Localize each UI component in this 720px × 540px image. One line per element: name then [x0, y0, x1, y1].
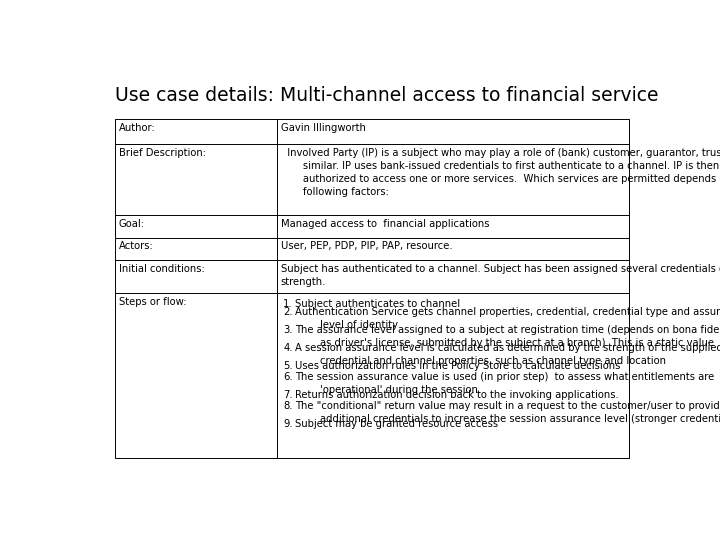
Text: Goal:: Goal: [119, 219, 145, 228]
Text: A session assurance level is calculated as determined by the strength of the sup: A session assurance level is calculated … [294, 343, 720, 366]
Text: 5.: 5. [283, 361, 293, 370]
Text: Brief Description:: Brief Description: [119, 148, 206, 158]
Text: Subject has authenticated to a channel. Subject has been assigned several creden: Subject has authenticated to a channel. … [281, 264, 720, 287]
Text: Actors:: Actors: [119, 241, 153, 252]
Text: The assurance level assigned to a subject at registration time (depends on bona : The assurance level assigned to a subjec… [294, 325, 720, 348]
Text: 6.: 6. [283, 372, 293, 382]
Text: 8.: 8. [283, 401, 292, 411]
Text: 7.: 7. [283, 390, 293, 400]
Text: Subject authenticates to channel: Subject authenticates to channel [294, 299, 460, 308]
Text: Initial conditions:: Initial conditions: [119, 264, 204, 274]
Text: Managed access to  financial applications: Managed access to financial applications [281, 219, 490, 228]
Text: Returns authorization decision back to the invoking applications.: Returns authorization decision back to t… [294, 390, 618, 400]
Text: 2.: 2. [283, 307, 293, 318]
Text: Use case details: Multi-channel access to financial service: Use case details: Multi-channel access t… [114, 86, 658, 105]
Text: 4.: 4. [283, 343, 292, 353]
Text: 3.: 3. [283, 325, 292, 335]
Text: The session assurance value is used (in prior step)  to assess what entitlements: The session assurance value is used (in … [294, 372, 714, 395]
Text: The "conditional" return value may result in a request to the customer/user to p: The "conditional" return value may resul… [294, 401, 720, 424]
Bar [114, 119, 629, 457]
Text: Involved Party (IP) is a subject who may play a role of (bank) customer, guarant: Involved Party (IP) is a subject who may… [281, 148, 720, 198]
Text: Author:: Author: [119, 123, 156, 132]
Text: 1.: 1. [283, 299, 293, 308]
Text: Gavin Illingworth: Gavin Illingworth [281, 123, 366, 132]
Text: Steps or flow:: Steps or flow: [119, 297, 186, 307]
Text: Authentication Service gets channel properties, credential, credential type and : Authentication Service gets channel prop… [294, 307, 720, 330]
Text: Subject may be granted resource access: Subject may be granted resource access [294, 419, 498, 429]
Text: 9.: 9. [283, 419, 293, 429]
Text: User, PEP, PDP, PIP, PAP, resource.: User, PEP, PDP, PIP, PAP, resource. [281, 241, 452, 252]
Text: Uses authorization rules in the Policy Store to calculate decisions: Uses authorization rules in the Policy S… [294, 361, 620, 370]
